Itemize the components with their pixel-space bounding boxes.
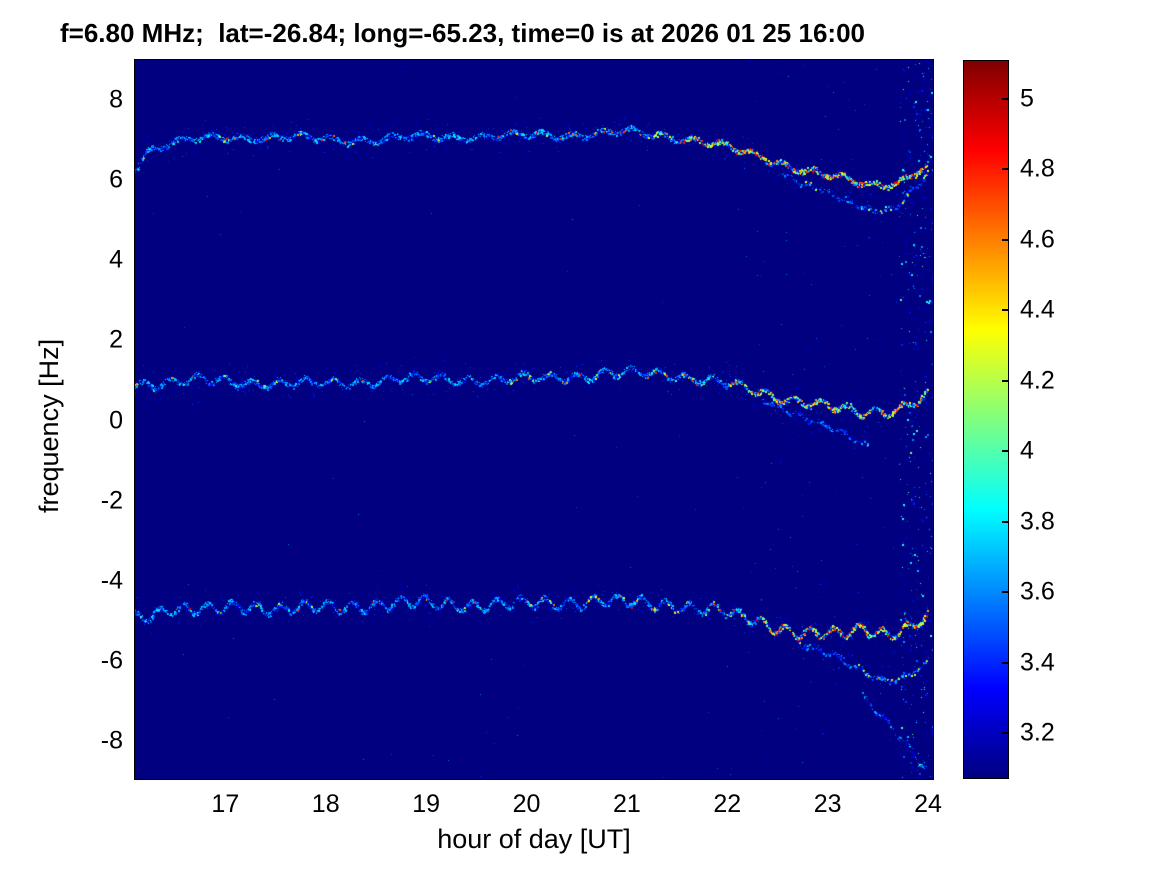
x-tick-label: 22: [713, 790, 742, 818]
y-axis-label: frequency [Hz]: [34, 338, 64, 513]
colorbar-tick-label: 3.2: [1020, 718, 1055, 747]
y-tick-label: 4: [109, 245, 123, 274]
colorbar-tick-label: 3.6: [1020, 577, 1055, 606]
x-tick-label: 20: [512, 790, 541, 818]
y-tick-label: -8: [100, 726, 123, 755]
spectrogram-canvas: [135, 60, 933, 779]
colorbar-tick-mark: [1002, 732, 1008, 735]
y-tick-label: 6: [109, 165, 123, 194]
x-tick-label: 21: [612, 790, 641, 818]
colorbar-tick-mark: [1002, 661, 1008, 664]
colorbar-tick-mark: [1002, 591, 1008, 594]
x-tick-label: 24: [914, 790, 942, 818]
x-axis-label: hour of day [UT]: [437, 824, 631, 854]
colorbar-tick-label: 4.2: [1020, 366, 1055, 395]
colorbar-tick-mark: [1002, 450, 1008, 453]
colorbar-tick-mark: [1002, 97, 1008, 100]
y-tick-label: 0: [109, 406, 123, 434]
colorbar-tick-label: 4.4: [1020, 295, 1055, 324]
y-tick-label: 2: [109, 325, 123, 354]
chart-title: f=6.80 MHz; lat=-26.84; long=-65.23, tim…: [60, 18, 865, 48]
colorbar-tick-label: 3.8: [1020, 507, 1055, 536]
colorbar-tick-label: 4: [1020, 436, 1034, 465]
y-tick-label: 8: [109, 85, 123, 114]
x-tick-label: 17: [211, 790, 240, 818]
colorbar: [963, 60, 1009, 779]
colorbar-tick-label: 4.6: [1020, 225, 1055, 254]
y-tick-label: -6: [100, 646, 123, 675]
colorbar-tick-mark: [1002, 238, 1008, 241]
y-tick-label: -2: [100, 486, 123, 515]
plot-area: [134, 59, 934, 780]
colorbar-tick-mark: [1002, 520, 1008, 523]
x-tick-label: 19: [412, 790, 440, 818]
x-tick-label: 23: [813, 790, 842, 818]
colorbar-tick-label: 3.4: [1020, 648, 1055, 677]
y-tick-label: -4: [100, 566, 123, 595]
colorbar-tick-mark: [1002, 379, 1008, 382]
colorbar-tick-mark: [1002, 309, 1008, 312]
colorbar-tick-mark: [1002, 168, 1008, 171]
colorbar-tick-label: 4.8: [1020, 154, 1055, 183]
x-tick-label: 18: [311, 790, 340, 818]
colorbar-tick-label: 5: [1020, 84, 1034, 113]
